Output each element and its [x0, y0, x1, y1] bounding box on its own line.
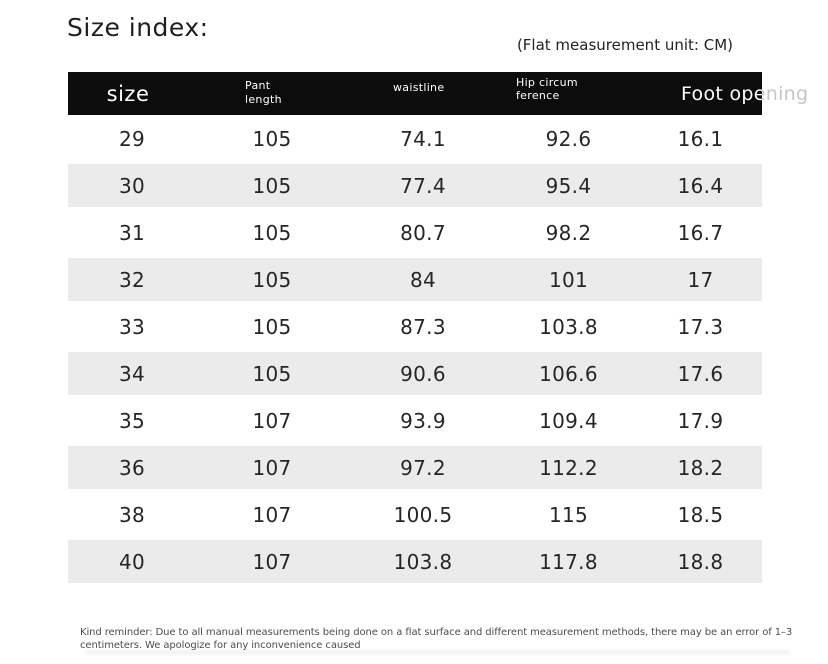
table-body: 29 105 74.1 92.6 16.1 30 105 77.4 95.4 16.4 31 105 8…	[68, 115, 762, 585]
table-cell: 107	[252, 502, 292, 527]
table-cell: 105	[252, 173, 292, 198]
table-row: 30 105 77.4 95.4 16.4	[68, 162, 762, 209]
table-cell: 84	[409, 267, 437, 292]
table-cell: 18.2	[677, 455, 724, 480]
header-cell-pant-length: Pant length	[245, 79, 282, 107]
header-cell-size: size	[106, 81, 150, 106]
table-row: 34 105 90.6 106.6 17.6	[68, 350, 762, 397]
table-cell: 97.2	[400, 455, 446, 480]
bottom-smudge	[85, 650, 790, 655]
table-row: 31 105 80.7 98.2 16.7	[68, 209, 762, 256]
table-cell: 29	[118, 126, 146, 151]
table-row: 40 107 103.8 117.8 18.8	[68, 538, 762, 585]
table-cell: 106.6	[539, 361, 598, 386]
table-cell: 17	[687, 267, 714, 292]
table-cell: 38	[118, 502, 146, 527]
table-cell: 101	[548, 267, 589, 292]
table-cell: 117.8	[539, 549, 598, 574]
size-table: size Pant length waistline Hip circumfer…	[68, 72, 808, 585]
table-cell: 105	[252, 361, 292, 386]
table-cell: 34	[118, 361, 146, 386]
table-cell: 95.4	[545, 173, 592, 198]
table-cell: 74.1	[400, 126, 446, 151]
table-cell: 107	[252, 455, 292, 480]
table-row: 36 107 97.2 112.2 18.2	[68, 444, 762, 491]
table-row: 38 107 100.5 115 18.5	[68, 491, 762, 538]
header-cell-waistline: waistline	[393, 81, 445, 94]
unit-note: (Flat measurement unit: CM)	[516, 36, 733, 54]
table-row: 29 105 74.1 92.6 16.1	[68, 115, 762, 162]
reminder-note: Kind reminder: Due to all manual measure…	[80, 627, 793, 651]
table-cell: 105	[252, 314, 292, 339]
table-cell: 16.4	[677, 173, 724, 198]
table-cell: 17.9	[677, 408, 724, 433]
table-cell: 17.3	[677, 314, 724, 339]
table-cell: 35	[118, 408, 146, 433]
table-cell: 107	[252, 408, 292, 433]
page-title: Size index:	[67, 13, 209, 42]
table-cell: 80.7	[400, 220, 446, 245]
table-row: 35 107 93.9 109.4 17.9	[68, 397, 762, 444]
table-row: 32 105 84 101 17	[68, 256, 762, 303]
table-cell: 109.4	[539, 408, 598, 433]
table-header: size Pant length waistline Hip circumfer…	[68, 72, 808, 115]
table-cell: 18.5	[677, 502, 724, 527]
table-cell: 103.8	[539, 314, 598, 339]
table-cell: 107	[252, 549, 292, 574]
table-cell: 30	[118, 173, 146, 198]
table-cell: 40	[118, 549, 146, 574]
table-cell: 105	[252, 267, 292, 292]
header-cell-hip-circumference: Hip circumference	[516, 76, 578, 103]
table-cell: 16.1	[677, 126, 724, 151]
table-cell: 32	[118, 267, 146, 292]
table-row: 33 105 87.3 103.8 17.3	[68, 303, 762, 350]
table-cell: 98.2	[545, 220, 592, 245]
table-cell: 31	[118, 220, 146, 245]
table-cell: 93.9	[400, 408, 446, 433]
table-cell: 90.6	[400, 361, 446, 386]
table-cell: 16.7	[677, 220, 724, 245]
table-cell: 103.8	[393, 549, 453, 574]
table-cell: 105	[252, 126, 292, 151]
table-cell: 112.2	[539, 455, 598, 480]
table-cell: 18.8	[677, 549, 724, 574]
table-cell: 105	[252, 220, 292, 245]
table-cell: 33	[118, 314, 146, 339]
table-cell: 100.5	[393, 502, 453, 527]
table-cell: 87.3	[400, 314, 446, 339]
table-cell: 77.4	[400, 173, 446, 198]
table-cell: 17.6	[677, 361, 724, 386]
table-cell: 36	[118, 455, 146, 480]
table-cell: 92.6	[545, 126, 592, 151]
table-cell: 115	[548, 502, 589, 527]
